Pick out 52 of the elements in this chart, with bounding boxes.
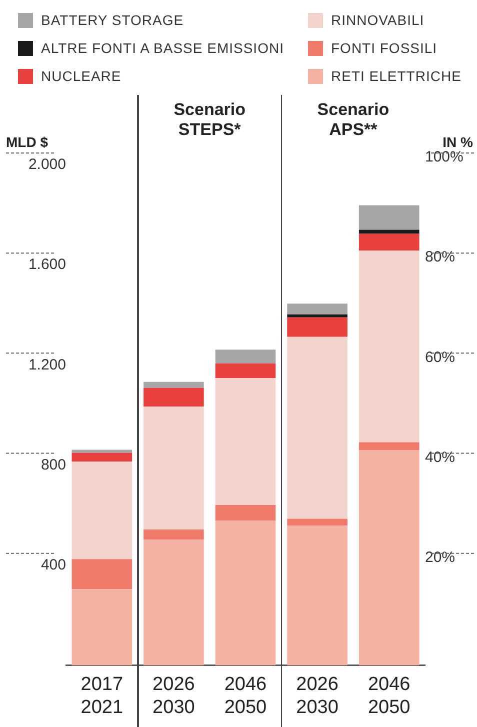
bar (144, 530, 204, 540)
y-tick-label: 1.600 (28, 256, 66, 274)
legend-label: NUCLEARE (41, 68, 122, 84)
bar (358, 205, 420, 230)
bar (215, 520, 276, 666)
x-tick-label: 2046 2050 (368, 674, 410, 718)
bar (215, 378, 276, 506)
bar (144, 540, 204, 666)
bar (72, 452, 132, 462)
y2-tick-label: 60% (425, 348, 456, 366)
y2-tick-label: 20% (425, 548, 456, 566)
legend-label: RETI ELETTRICHE (331, 68, 462, 84)
y-tick-label: 2.000 (28, 156, 66, 174)
bar (287, 526, 348, 666)
bar (144, 388, 204, 406)
x-tick-label: 2046 2050 (224, 674, 267, 718)
bar (287, 317, 348, 337)
legend-label: ALTRE FONTI A BASSE EMISSIONI (41, 40, 284, 56)
legend-label: FONTI FOSSILI (331, 40, 438, 56)
bar (215, 363, 276, 378)
bar (72, 589, 132, 666)
y-axis-title: MLD $ (6, 134, 48, 150)
text: Scenario APS** (317, 100, 390, 139)
bar (358, 230, 420, 234)
bar (72, 461, 132, 560)
bar (144, 406, 204, 530)
x-tick-label: 2026 2030 (296, 674, 338, 718)
y-tick-label: 1.200 (28, 356, 66, 374)
y2-tick-label: 40% (425, 448, 456, 466)
x-tick-label: 2017 2021 (80, 674, 124, 718)
bar (358, 442, 420, 450)
bar (72, 450, 132, 453)
bar (287, 518, 348, 526)
y-tick-label: 800 (40, 456, 66, 474)
bar (287, 314, 348, 318)
legend-label: BATTERY STORAGE (41, 12, 184, 28)
bar (215, 350, 276, 364)
bar (72, 559, 132, 590)
bar (358, 450, 420, 666)
y2-tick-label: 100% (425, 148, 464, 166)
legend-label: RINNOVABILI (331, 12, 424, 28)
text: Scenario STEPS* (174, 100, 246, 139)
y-tick-label: 400 (40, 556, 66, 574)
bar (287, 304, 348, 314)
bar (287, 336, 348, 519)
bar (215, 505, 276, 521)
y2-axis-title: IN % (442, 134, 474, 150)
x-tick-label: 2026 2030 (152, 674, 195, 718)
y2-tick-label: 80% (425, 248, 456, 266)
bar (358, 234, 420, 251)
bar (358, 250, 420, 442)
bar (144, 382, 204, 388)
